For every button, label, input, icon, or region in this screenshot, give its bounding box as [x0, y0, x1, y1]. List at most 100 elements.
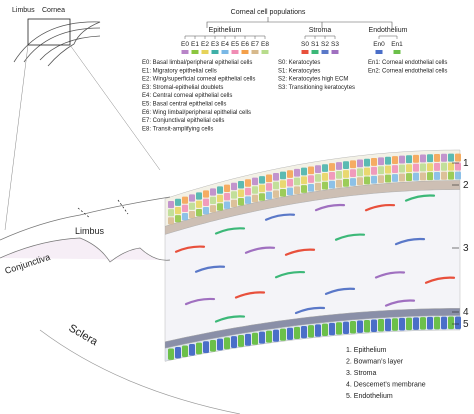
epithelial-cell [301, 185, 307, 193]
epithelial-cell [322, 181, 328, 190]
cluster-legend: E0: Basal limbal/peripheral epithelial c… [142, 60, 252, 66]
keratocyte [214, 315, 246, 323]
cluster-swatch [241, 50, 249, 54]
epithelial-cell [168, 201, 174, 209]
epithelial-cell [455, 153, 461, 162]
cluster-legend: S2: Keratocytes high ECM [278, 77, 348, 83]
layer-number: 3 [463, 243, 469, 254]
endothelial-cell [371, 319, 377, 332]
epithelial-cell [371, 158, 377, 166]
endothelial-cell [308, 325, 314, 338]
cluster-code: S0 [301, 41, 309, 48]
epithelial-cell [189, 202, 195, 210]
cluster-swatch [231, 50, 239, 54]
epithelial-cell [224, 184, 230, 192]
epithelial-cell [238, 181, 244, 189]
layer-legend-item: 5. Endothelium [346, 393, 393, 400]
cluster-code: En1 [391, 41, 403, 48]
epithelial-cell [259, 176, 265, 184]
epithelial-cell [259, 184, 265, 193]
endothelial-cell [182, 345, 188, 357]
epithelial-cell [224, 201, 230, 209]
endothelial-cell [364, 319, 370, 333]
cluster-legend: E2: Wing/superficial corneal epithelial … [142, 77, 255, 83]
epithelial-cell [210, 188, 216, 196]
epithelial-cell [336, 170, 342, 179]
cluster-code: E1 [191, 41, 199, 48]
layer-legend-item: 1. Epithelium [346, 347, 387, 354]
keratocyte [264, 213, 296, 221]
epithelial-cell [448, 153, 454, 162]
epithelial-cell [182, 204, 188, 212]
endothelial-cell [399, 317, 405, 331]
epithelial-cell [357, 159, 363, 168]
keratocyte [334, 233, 366, 241]
epithelial-cell [357, 177, 363, 186]
epithelial-cell [399, 155, 405, 164]
sclera-label: Sclera [67, 322, 101, 348]
epithelial-cell [252, 186, 258, 194]
epithelial-cell [441, 171, 447, 180]
keratocyte [364, 203, 396, 212]
epithelial-cell [266, 183, 272, 191]
epithelial-cell [448, 171, 454, 180]
keratocyte [284, 248, 316, 256]
cluster-swatch [181, 50, 189, 54]
epithelial-cell [294, 177, 300, 186]
epithelial-cell [238, 198, 244, 206]
endothelial-cell [378, 319, 384, 332]
epithelial-cell [196, 200, 202, 208]
epithelial-cell [273, 173, 279, 181]
keratocyte [394, 237, 426, 246]
cluster-code: E6 [241, 41, 249, 48]
population-key: Epithelium E0 E1 E2 E3 E4 E5 E6 E7 E8 E0: Basal li… [142, 27, 447, 132]
inset-label: Cornea [42, 7, 65, 14]
epithelial-cell [350, 178, 356, 186]
epithelial-cell [364, 167, 370, 176]
epithelial-cell [343, 161, 349, 169]
endothelial-cell [189, 344, 195, 356]
cornea-layers [164, 149, 461, 362]
epithelial-cell [420, 172, 426, 181]
cluster-swatch [211, 50, 219, 54]
cluster-swatch [311, 50, 319, 54]
epithelial-cell [392, 174, 398, 182]
epithelial-cell [329, 171, 335, 180]
cluster-code: S3 [331, 41, 339, 48]
endothelial-cell [406, 317, 412, 331]
epithelial-cell [378, 166, 384, 175]
limbus-region [0, 196, 241, 414]
layer-number: 1 [463, 158, 469, 169]
epithelial-cell [385, 174, 391, 183]
cluster-code: E3 [211, 41, 219, 48]
epithelial-cell [315, 174, 321, 182]
cluster-swatch [375, 50, 383, 54]
epithelial-cell [175, 206, 181, 215]
epithelial-cell [434, 171, 440, 180]
endothelial-cell [287, 327, 293, 340]
epithelial-cell [301, 176, 307, 185]
layer-number: 5 [463, 319, 469, 330]
epithelial-cell [350, 169, 356, 177]
epithelial-cell [301, 167, 307, 176]
keratocyte [404, 194, 436, 202]
group-label: Epithelium [209, 27, 242, 34]
epithelial-cell [343, 178, 349, 187]
epithelial-cell [203, 190, 209, 198]
epithelial-cell [280, 188, 286, 197]
epithelial-cell [364, 158, 370, 167]
layer-legend-item: 3. Stroma [346, 370, 376, 377]
epithelial-cell [399, 164, 405, 173]
cluster-legend: E7: Conjunctival epithelial cells [142, 118, 224, 124]
cluster-legend: S0: Keratocytes [278, 60, 320, 66]
layer-legend: 1. Epithelium 2. Bowman’s layer 3. Stroma 4… [346, 347, 426, 400]
epithelial-cell [420, 154, 426, 163]
epithelial-cell [308, 175, 314, 183]
endothelial-cell [448, 316, 454, 330]
epithelial-cell [308, 183, 314, 192]
epithelial-cell [336, 162, 342, 170]
epithelial-cell [245, 187, 251, 196]
endothelial-cell [231, 336, 237, 349]
cluster-swatch [331, 50, 339, 54]
